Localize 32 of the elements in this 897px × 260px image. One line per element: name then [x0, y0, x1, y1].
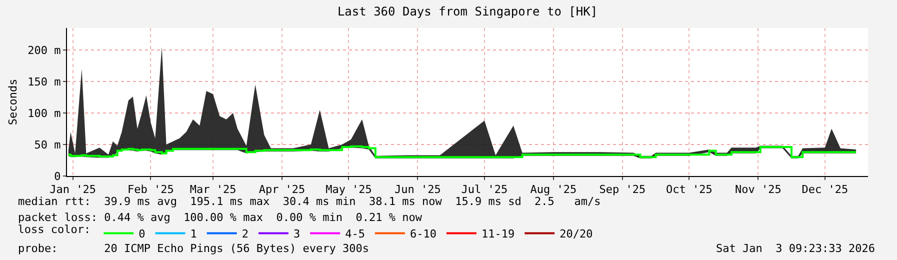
- x-tick-label: Jun '25: [394, 183, 441, 196]
- x-tick-label: Aug '25: [530, 183, 577, 196]
- legend-label: 3: [293, 228, 300, 241]
- x-tick-label: Feb '25: [128, 183, 174, 196]
- y-tick-label: 100 m: [28, 106, 62, 120]
- x-tick-label: Nov '25: [734, 183, 782, 196]
- y-tick-label: 150 m: [28, 75, 62, 88]
- legend-label: 0: [138, 228, 146, 241]
- y-tick-label: 200 m: [28, 44, 62, 57]
- legend-title: loss color:: [18, 223, 91, 236]
- x-tick-label: Jul '25: [461, 183, 508, 196]
- legend-label: 2: [242, 228, 248, 241]
- legend-label: 6-10: [410, 228, 436, 241]
- text: probe: 20 ICMP Echo Pings (56 Bytes) every 300s: [18, 242, 369, 255]
- chart-title: Last 360 Days from Singapore to [HK]: [337, 4, 598, 18]
- x-tick-label: Mar '25: [190, 183, 236, 196]
- x-tick-label: Oct '25: [666, 183, 712, 196]
- x-tick-label: Jan '25: [50, 183, 96, 196]
- y-axis-title: Seconds: [6, 78, 20, 126]
- text: Sat Jan 3 09:23:33 2026: [716, 242, 875, 255]
- y-tick-label: 0: [54, 170, 61, 183]
- y-tick-label: 50 m: [34, 138, 62, 152]
- text: median rtt: 39.9 ms avg 195.1 ms max 30.4 ms min 38.1 ms now 15.9 ms sd 2.5 am/s: [18, 195, 601, 208]
- x-tick-label: May '25: [326, 183, 372, 196]
- x-tick-label: Apr '25: [258, 183, 306, 196]
- legend-label: 20/20: [560, 228, 593, 241]
- x-tick-label: Dec '25: [802, 183, 848, 196]
- legend-label: 11-19: [481, 228, 515, 241]
- x-tick-label: Sep '25: [599, 183, 646, 196]
- text: packet loss: 0.44 % avg 100.00 % max 0.00 % min 0.21 % now: [18, 211, 422, 224]
- legend-label: 1: [190, 228, 197, 241]
- legend-label: 4-5: [345, 228, 365, 241]
